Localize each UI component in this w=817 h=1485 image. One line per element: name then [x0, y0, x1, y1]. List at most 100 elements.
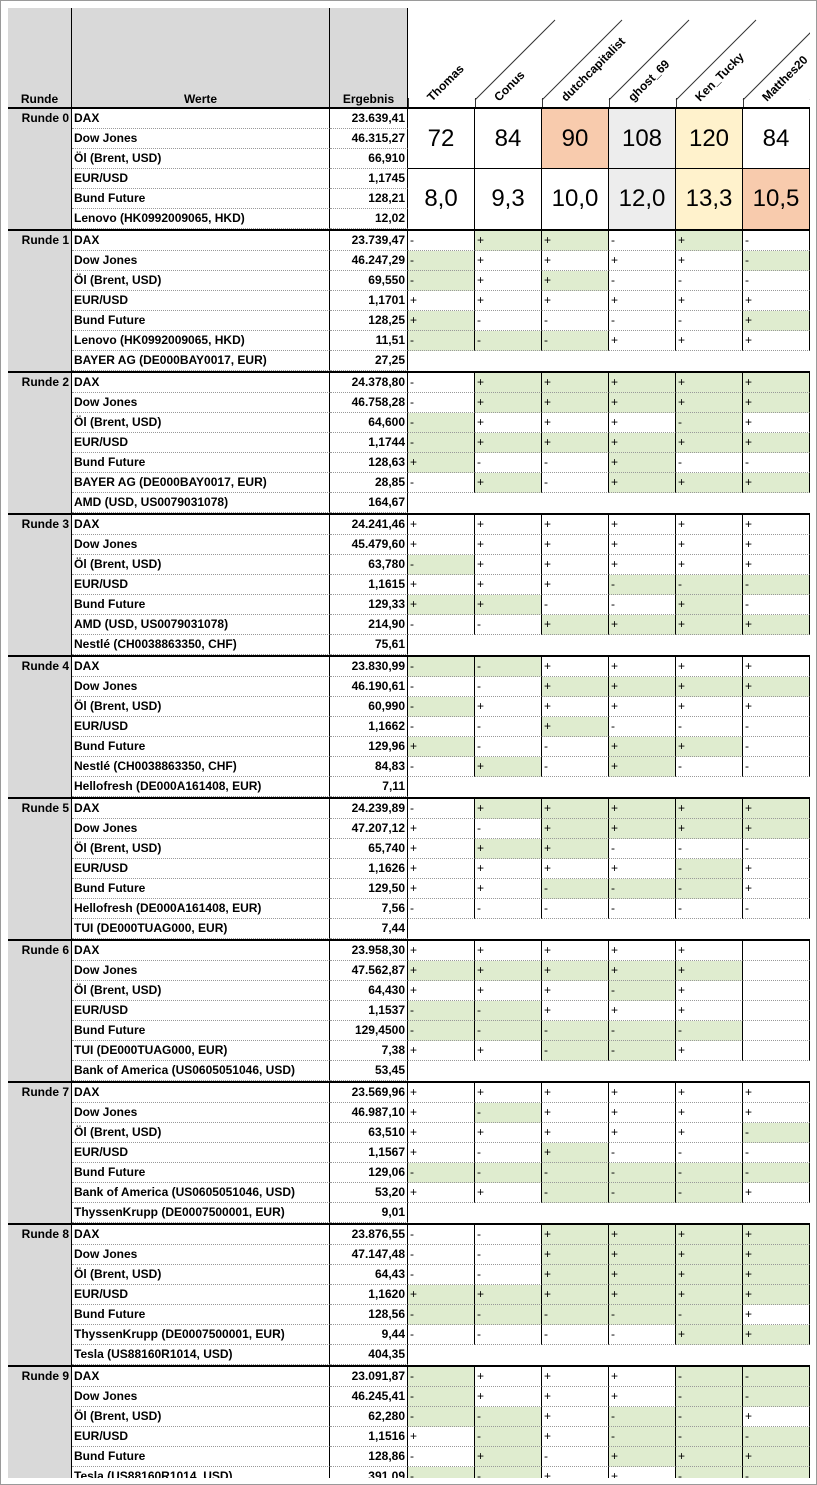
tip: +	[676, 1083, 743, 1103]
tip: +	[475, 1367, 542, 1387]
tip: +	[408, 941, 475, 961]
tip: +	[676, 1285, 743, 1305]
tip: -	[408, 615, 475, 635]
tip: -	[542, 757, 609, 777]
tip: +	[609, 1285, 676, 1305]
tip: +	[475, 555, 542, 575]
tip: -	[676, 839, 743, 859]
wert: EUR/USD	[72, 575, 330, 595]
score: 108	[609, 109, 676, 169]
tip: -	[743, 717, 810, 737]
tip: +	[743, 1325, 810, 1345]
tip: +	[609, 1447, 676, 1467]
tip: +	[475, 697, 542, 717]
tip: -	[743, 453, 810, 473]
tip: -	[542, 1325, 609, 1345]
wert: Bund Future	[72, 1021, 330, 1041]
tip: -	[542, 1163, 609, 1183]
ergebnis: 1,1745	[330, 169, 408, 189]
ergebnis: 1,1516	[330, 1427, 408, 1447]
tip: -	[542, 311, 609, 331]
tip: +	[475, 515, 542, 535]
tip: -	[609, 1407, 676, 1427]
tip: +	[609, 453, 676, 473]
wert: Bund Future	[72, 879, 330, 899]
tip: +	[609, 393, 676, 413]
tip: +	[542, 1367, 609, 1387]
score: 9,3	[475, 169, 542, 229]
tip: -	[542, 1183, 609, 1203]
wert: DAX	[72, 1367, 330, 1387]
ergebnis: 46.987,10	[330, 1103, 408, 1123]
tip: -	[743, 231, 810, 251]
tip: -	[408, 1021, 475, 1041]
ergebnis: 9,01	[330, 1203, 408, 1223]
tip: +	[542, 981, 609, 1001]
tip: +	[743, 1407, 810, 1427]
tip: +	[743, 1305, 810, 1325]
tip: +	[743, 1183, 810, 1203]
tip: -	[676, 1427, 743, 1447]
tip: +	[743, 859, 810, 879]
tip: -	[408, 1305, 475, 1325]
tip: +	[408, 1123, 475, 1143]
tip: -	[676, 311, 743, 331]
wert: Öl (Brent, USD)	[72, 1407, 330, 1427]
header-runde: Runde	[8, 8, 72, 108]
tip: +	[743, 819, 810, 839]
tip: +	[475, 879, 542, 899]
wert: DAX	[72, 231, 330, 251]
tip: +	[408, 819, 475, 839]
wert: DAX	[72, 799, 330, 819]
tip: -	[475, 1021, 542, 1041]
wert: DAX	[72, 941, 330, 961]
tip: +	[609, 961, 676, 981]
tip: -	[475, 737, 542, 757]
tip: +	[475, 1447, 542, 1467]
ergebnis: 69,550	[330, 271, 408, 291]
tip: +	[542, 1407, 609, 1427]
tip: -	[408, 433, 475, 453]
tip: +	[542, 433, 609, 453]
round-separator	[8, 797, 810, 799]
round-separator	[8, 371, 810, 373]
spreadsheet: Runde Werte Ergebnis Thomas Conus dutchcapita…	[8, 8, 810, 1478]
wert: Öl (Brent, USD)	[72, 1265, 330, 1285]
tip: +	[743, 1447, 810, 1467]
tip: -	[609, 311, 676, 331]
tip: -	[475, 1325, 542, 1345]
tip: +	[475, 393, 542, 413]
tip: +	[609, 1265, 676, 1285]
tip: +	[609, 251, 676, 271]
wert: Öl (Brent, USD)	[72, 413, 330, 433]
tip: +	[676, 1245, 743, 1265]
tip: +	[743, 1083, 810, 1103]
tip: +	[542, 393, 609, 413]
wert: Nestlé (CH0038863350, CHF)	[72, 757, 330, 777]
wert: Dow Jones	[72, 1103, 330, 1123]
round-label: Runde 8	[8, 1225, 72, 1365]
tip: -	[743, 251, 810, 271]
ergebnis: 164,67	[330, 493, 408, 513]
tip: +	[743, 1285, 810, 1305]
tip: +	[542, 717, 609, 737]
wert: Hellofresh (DE000A161408, EUR)	[72, 899, 330, 919]
tip: +	[542, 1427, 609, 1447]
tip: -	[408, 799, 475, 819]
score: 8,0	[408, 169, 475, 229]
tip: +	[475, 1183, 542, 1203]
ergebnis: 23.739,47	[330, 231, 408, 251]
tip: +	[475, 1387, 542, 1407]
tip: +	[676, 595, 743, 615]
tip: -	[676, 413, 743, 433]
tip: +	[676, 981, 743, 1001]
tip: -	[743, 1163, 810, 1183]
ergebnis: 45.479,60	[330, 535, 408, 555]
diagonal-line	[474, 19, 556, 101]
wert: Lenovo (HK0992009065, HKD)	[72, 209, 330, 229]
wert: DAX	[72, 657, 330, 677]
ergebnis: 1,1567	[330, 1143, 408, 1163]
tip: -	[609, 1183, 676, 1203]
tip: +	[542, 231, 609, 251]
tip: -	[408, 1325, 475, 1345]
